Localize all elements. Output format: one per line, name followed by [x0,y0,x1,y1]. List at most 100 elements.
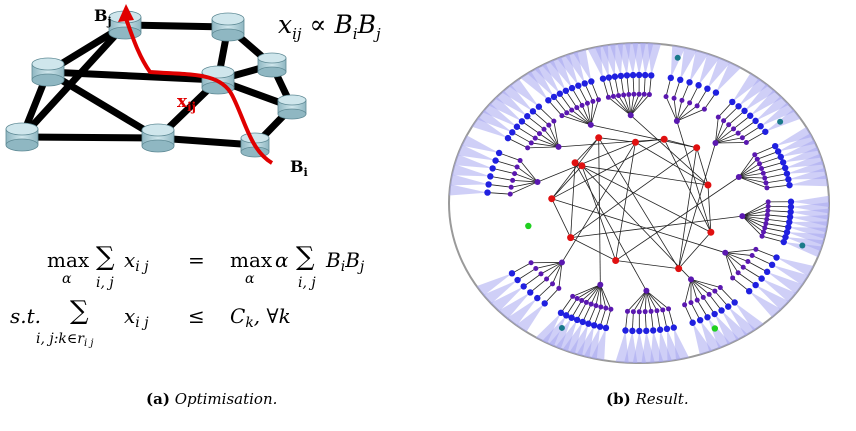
leaf-link [761,162,784,169]
leaf-link [620,75,625,96]
leaf-node [611,73,619,80]
leaf-node [623,72,631,79]
branch-link [630,94,645,116]
router-node [141,123,175,153]
hub-link [551,198,726,254]
branch-link [576,107,592,126]
panel-optimisation: Bj Bi xij xij ∝ BiBj max α ∑ i, j xi j =… [5,4,381,408]
branch-link [644,290,647,312]
inner-node [588,301,594,307]
opt-constraint-sum: ∑ [70,296,89,326]
leaf-link [553,96,568,114]
branch-link [608,96,631,116]
branch-link [725,252,753,256]
leaf-node [514,276,521,284]
inner-node [682,302,688,308]
opt-max: max [47,248,90,272]
hub-node [643,287,650,294]
hub-link [558,138,665,148]
leaf-link [689,85,699,104]
leaf-link [488,184,512,188]
branch-link [627,290,647,312]
core-node [548,195,556,203]
branch-link [690,278,716,292]
leaf-node [786,213,794,221]
branch-link [511,181,538,188]
leaf-node [786,181,793,189]
branch-link [742,215,764,233]
inner-node [721,118,727,124]
branch-link [690,279,698,301]
leaf-node [524,113,531,120]
inner-node [507,191,513,197]
branch-link [586,284,601,303]
branch-link [543,128,559,148]
leaf-fans [449,43,829,363]
leaf-fan [449,184,488,196]
leaf-node [725,303,732,310]
inner-node [556,285,562,291]
inner-node [752,152,758,158]
inner-node [621,92,627,98]
inner-node [648,308,654,314]
leaf-link [599,308,607,327]
leaf-link [565,90,578,108]
inner-node [735,270,741,276]
inner-node [603,305,609,311]
leaf-link [650,311,654,331]
inner-node [510,177,516,183]
leaf-node [781,164,789,172]
inner-node [763,180,769,186]
leaf-fan [488,96,522,122]
leaf-fan [482,103,517,127]
inner-node [701,106,707,112]
branch-link [540,262,563,275]
leaf-link [571,87,583,106]
leaf-fan [557,54,579,86]
leaf-fan [778,133,816,152]
leaf-node [757,123,764,130]
core-link [574,137,599,164]
leaf-link [765,178,789,184]
inner-node [765,199,771,205]
leaf-fan [498,292,531,319]
leaf-fan [738,78,769,107]
hub-link [676,120,712,233]
opt-rhs-term: BiBj [326,248,365,275]
leaf-fan [650,330,664,363]
leaf-link [737,272,756,286]
inner-node [636,309,642,315]
leaf-fan [715,62,741,93]
leaf-fan [673,327,689,360]
leaf-link [763,231,786,238]
leaf-link [582,303,592,323]
leaf-node [712,89,720,96]
leaf-fan [780,140,819,157]
core-node [693,144,701,152]
leaf-node [573,316,581,324]
inner-node [760,170,766,176]
leaf-link [593,306,602,326]
opt-sum-sub: i, j [96,275,114,291]
leaf-fan [450,174,489,186]
inner-node [598,304,604,310]
leaf-link [755,248,777,258]
leaf-node [670,324,677,331]
leaf-node [629,71,637,79]
branch-link [742,215,767,220]
leaf-link [733,115,751,130]
leaf-node [581,80,588,87]
branch-link [742,215,765,229]
inner-node [579,102,585,108]
inner-node [550,281,556,287]
leaf-link [507,137,528,149]
core-link [678,147,698,269]
branch-link [715,117,719,144]
router-node [5,122,39,152]
inner-node [660,307,666,313]
leaf-node [780,238,787,246]
leaf-link [644,311,647,331]
router-node [31,57,65,87]
inner-node [610,93,616,99]
inner-node [590,98,596,104]
